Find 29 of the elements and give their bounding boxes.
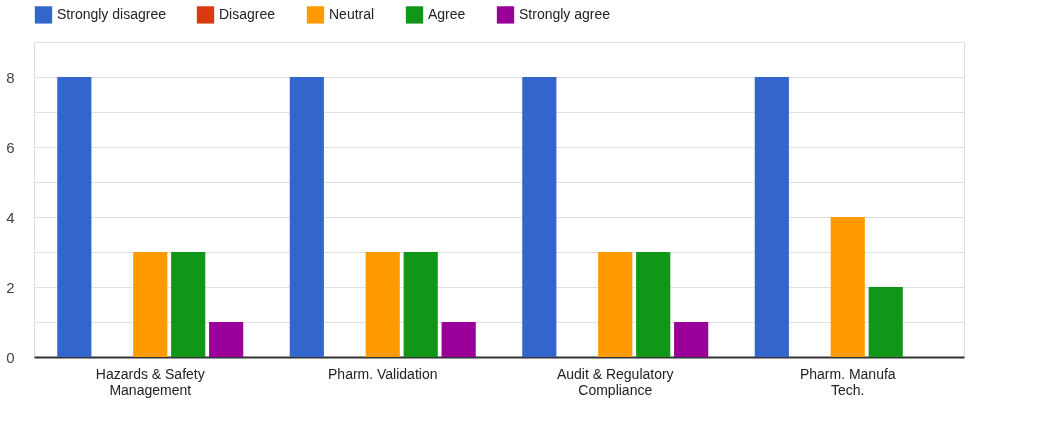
bar [674, 322, 709, 357]
y-tick-label: 6 [6, 138, 15, 156]
bar [441, 322, 476, 357]
bar [133, 252, 168, 357]
x-tick-label: Pharm. Validation [328, 365, 438, 382]
legend-label: Strongly agree [519, 5, 611, 22]
bar [403, 252, 438, 357]
bar [598, 252, 633, 357]
bar [365, 252, 400, 357]
y-tick-label: 4 [6, 208, 15, 226]
bar [171, 252, 206, 357]
bar [57, 77, 92, 357]
legend-label: Agree [428, 5, 466, 22]
y-tick-label: 2 [6, 278, 15, 296]
bar [522, 77, 557, 357]
legend-label: Disagree [219, 5, 276, 22]
x-tick-label: Pharm. Manufa Tech. [799, 365, 896, 398]
bar [289, 77, 324, 357]
y-tick-label: 8 [6, 68, 15, 86]
x-tick-label: Audit & Regulatory Compliance [556, 365, 674, 398]
legend-label: Neutral [329, 5, 375, 22]
x-tick-label: Hazards & Safety Management [95, 365, 205, 398]
bar [636, 252, 671, 357]
bar [209, 322, 244, 357]
bar [754, 77, 789, 357]
bar [868, 287, 903, 357]
bar [830, 217, 865, 357]
legend-label: Strongly disagree [57, 5, 167, 22]
y-tick-label: 0 [6, 348, 15, 366]
